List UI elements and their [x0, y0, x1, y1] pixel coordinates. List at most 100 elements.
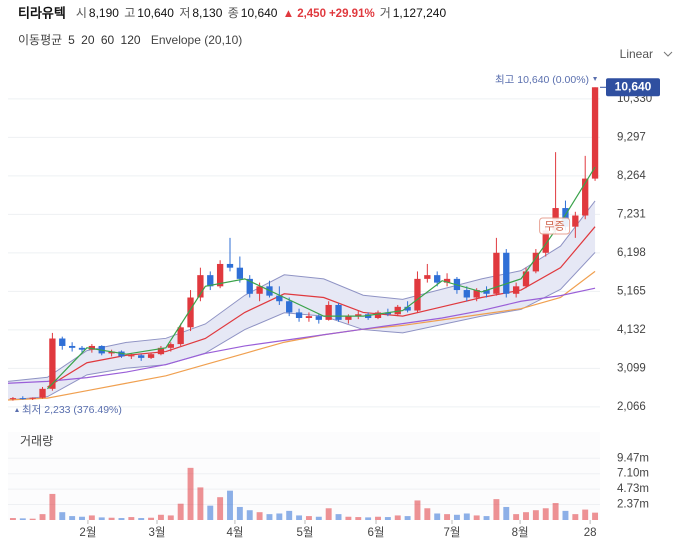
volume-bar [148, 517, 155, 520]
current-price-tag [606, 78, 660, 97]
volume-bar [98, 517, 105, 520]
envelope-lower [7, 252, 596, 401]
y-tick-label: 8,264 [617, 170, 646, 182]
volume-bar [9, 518, 16, 520]
y-tick-label: 6,198 [617, 247, 646, 259]
x-tick-label: 7월 [444, 526, 461, 539]
volume-bar [108, 517, 115, 520]
volume-bar [88, 515, 95, 520]
volume-bar [128, 517, 135, 520]
x-tick-label: 6월 [368, 526, 385, 539]
candle-body [355, 314, 362, 317]
volume-tick-label: 2.37m [617, 499, 649, 511]
candle-body [434, 275, 441, 283]
change-arrow: ▲ [283, 8, 294, 20]
candle-body [286, 301, 293, 313]
volume-bar [424, 508, 431, 520]
dropdown-caret[interactable] [663, 51, 673, 57]
candle-body [187, 297, 194, 328]
candle-body [315, 316, 322, 320]
volume-bar [286, 510, 293, 520]
x-tick-label: 4월 [226, 526, 243, 539]
volume-bar [236, 506, 243, 520]
field-value: 10,640 [137, 6, 174, 20]
candle-body [29, 397, 36, 399]
scale-selector[interactable]: Linear [620, 47, 653, 61]
y-tick-label: 3,099 [617, 362, 646, 374]
volume-bar [157, 514, 164, 520]
candle-body [19, 398, 26, 400]
candle-body [246, 278, 253, 294]
field-value: 8,190 [89, 6, 119, 20]
candle-body [128, 355, 135, 357]
y-tick-label: 5,165 [617, 285, 646, 297]
candle-body [68, 345, 76, 348]
candle-body [88, 345, 96, 350]
y-tick-label: 7,231 [617, 208, 646, 220]
volume-bar [325, 508, 332, 520]
volume-bar [493, 499, 500, 520]
candle-body [138, 355, 145, 358]
candle-body [39, 388, 46, 398]
volume-bar [473, 515, 480, 520]
event-label: 무증 [544, 220, 564, 232]
volume-bar [444, 514, 451, 520]
candle-body [473, 290, 480, 298]
candle-body [49, 338, 56, 389]
field-label: 저 [179, 6, 190, 20]
change-pct: +29.91% [329, 8, 375, 20]
volume-bar [256, 512, 263, 520]
volume-bar [355, 517, 362, 520]
current-price-label: 10,640 [615, 79, 652, 93]
volume-bar [552, 503, 559, 520]
volume-bar [562, 510, 569, 520]
candle-body [424, 275, 431, 279]
volume-bar [404, 516, 411, 520]
candle-body [532, 252, 540, 272]
candle-body [59, 338, 66, 346]
volume-bar [463, 513, 470, 520]
legend-entry: 20 [81, 33, 95, 47]
volume-value: 1,127,240 [393, 6, 447, 20]
envelope-upper [7, 200, 596, 382]
y-tick-label: 2,066 [617, 401, 646, 413]
candle-body [562, 208, 569, 227]
candle-body [325, 304, 332, 320]
volume-bar [49, 493, 56, 520]
legend-title: 이동평균 [18, 33, 62, 47]
legend-entry: 120 [121, 33, 141, 47]
stock-name: 티라유텍 [18, 5, 66, 20]
volume-bar [118, 518, 125, 520]
candle-body [364, 314, 372, 319]
field-value: 10,640 [241, 6, 278, 20]
volume-bar [453, 514, 460, 520]
candle-body [295, 312, 303, 319]
low-annotation: 최저 2,233 (376.49%) [22, 404, 122, 416]
volume-bar [572, 514, 579, 520]
x-tick-label: 5월 [296, 526, 313, 539]
low-marker [15, 408, 19, 412]
y-tick-label: 4,132 [617, 324, 646, 336]
volume-bar [167, 515, 174, 520]
candle-body [394, 306, 401, 315]
candle-body [463, 290, 470, 298]
volume-bar [266, 514, 273, 520]
legend-entry: 5 [68, 33, 75, 47]
volume-bar [503, 506, 510, 520]
volume-bar [197, 487, 204, 520]
high-marker [593, 77, 598, 81]
candle-body [542, 230, 549, 253]
volume-bar [177, 503, 184, 520]
field-label: 고 [124, 6, 135, 20]
volume-bar [394, 515, 401, 520]
candle-body [572, 215, 579, 227]
volume-bar [79, 516, 85, 520]
volume-tick-label: 4.73m [617, 483, 649, 495]
field-value: 8,130 [192, 6, 222, 20]
volume-tick-label: 9.47m [617, 452, 649, 464]
volume-bar [592, 512, 599, 520]
volume-tick-label: 7.10m [617, 468, 649, 480]
candle-body [483, 290, 490, 294]
volume-bar [335, 514, 342, 520]
